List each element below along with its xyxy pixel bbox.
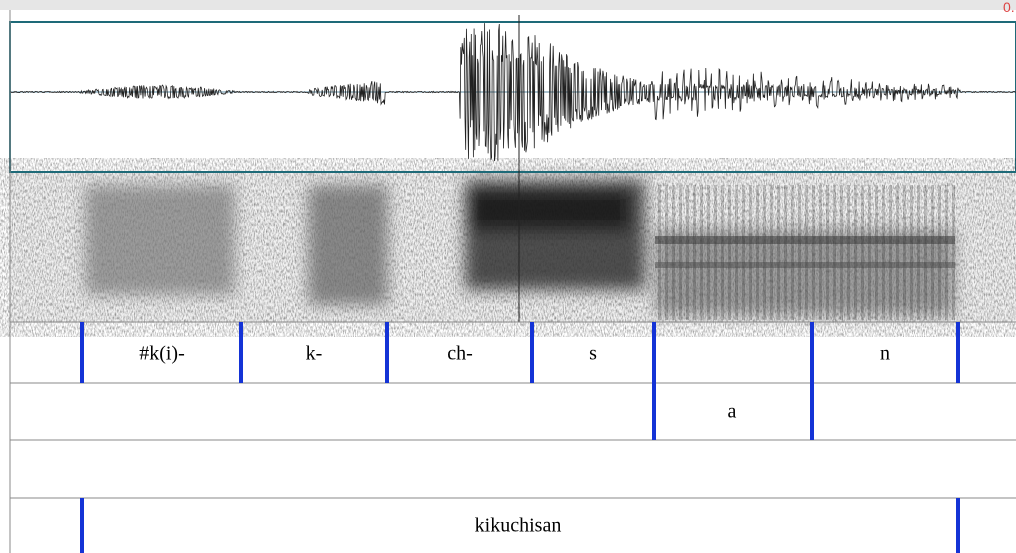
energy bbox=[470, 190, 630, 230]
interval-label[interactable]: n bbox=[880, 343, 890, 365]
energy bbox=[85, 185, 235, 295]
tier-1: #k(i)- k- ch- s n bbox=[80, 322, 960, 383]
energy bbox=[308, 185, 388, 305]
interval-label[interactable]: k- bbox=[306, 343, 323, 365]
formant bbox=[655, 236, 955, 244]
interval-label[interactable]: kikuchisan bbox=[475, 515, 562, 537]
interval-label[interactable]: a bbox=[728, 401, 737, 423]
time-readout: 0. bbox=[1003, 0, 1015, 15]
interval-label[interactable]: s bbox=[589, 343, 597, 365]
formant bbox=[655, 262, 955, 268]
interval-label[interactable]: #k(i)- bbox=[139, 343, 185, 365]
interval-label[interactable]: ch- bbox=[447, 343, 473, 365]
spectrogram bbox=[10, 173, 1016, 322]
waveform-trace bbox=[9, 23, 1016, 162]
tier-3: kikuchisan bbox=[80, 498, 960, 553]
glottal-pulses bbox=[655, 185, 955, 320]
tier-2: a bbox=[652, 383, 814, 440]
waveform bbox=[9, 23, 1016, 162]
top-bar bbox=[0, 0, 1016, 10]
